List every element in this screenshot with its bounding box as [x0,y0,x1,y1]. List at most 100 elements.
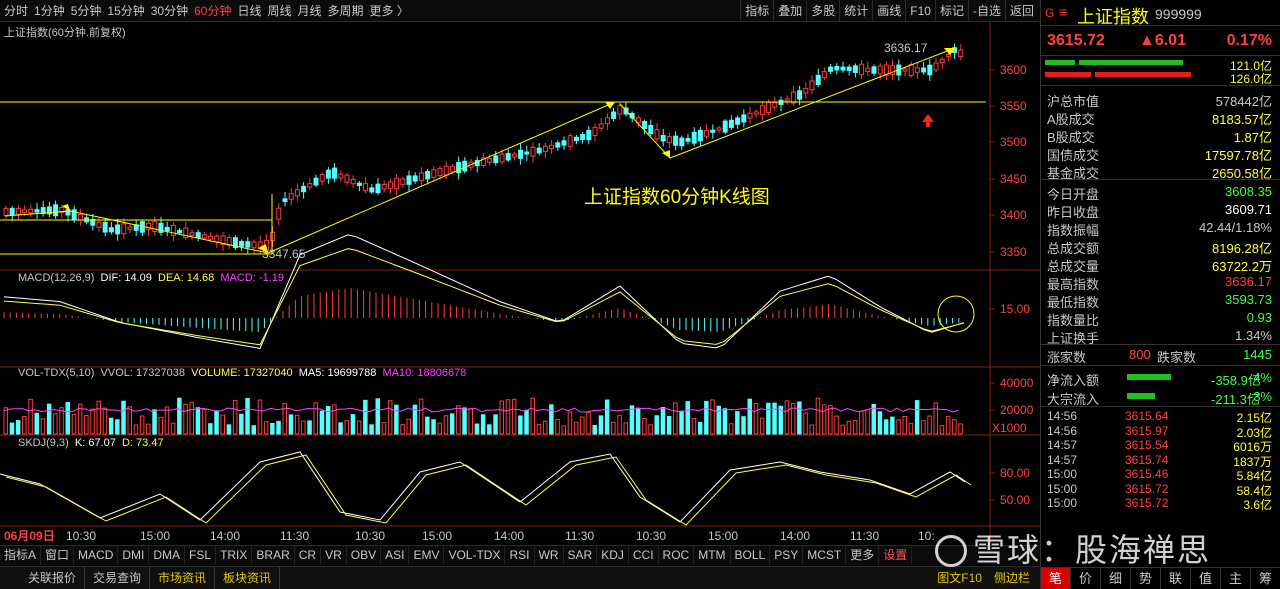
indicator-tab-21[interactable]: BOLL [731,546,771,565]
candle-body [40,207,46,215]
indicator-tab-23[interactable]: MCST [803,546,847,565]
indicator-tab-24[interactable]: 更多 [846,546,880,565]
volume-bar [803,412,808,435]
time-axis-label: 11:30 [280,529,309,543]
indicator-tab-9[interactable]: VR [321,546,347,565]
indicator-tab-11[interactable]: ASI [381,546,410,565]
candle-body [443,165,449,176]
period-tab-8[interactable]: 月线 [297,4,322,18]
indicator-tab-16[interactable]: SAR [564,546,598,565]
volume-bar [487,424,492,435]
flow-row: 大宗流入 -211.3亿 -3% [1047,389,1272,407]
period-tab-6[interactable]: 日线 [237,4,262,18]
candle-body [90,218,96,226]
quote-tab-6[interactable]: 主 [1221,568,1251,589]
time-axis-label: 15:00 [422,529,452,543]
indicator-tab-0[interactable]: 指标A [0,546,42,565]
volume-bar [728,423,734,435]
volume-bar [642,417,647,435]
volume-bar [691,418,697,435]
volume-bar [456,405,461,435]
kline-chart-area[interactable]: 3600 3550 3500 3450 3400 3350 15.00 40000 2000… [0,22,1040,545]
period-tab-5[interactable]: 60分钟 [194,4,232,18]
candle-body [871,66,877,74]
g-icon[interactable]: G [1045,6,1055,20]
indicator-tab-22[interactable]: PSY [770,546,804,565]
tool-button-5[interactable]: F10 [905,0,935,22]
indicator-tab-17[interactable]: KDJ [597,546,629,565]
candle-body [53,204,59,217]
quote-tab-5[interactable]: 值 [1191,568,1221,589]
indicator-tab-14[interactable]: RSI [505,546,535,565]
status-tab-0[interactable]: 关联报价 [20,567,86,589]
candle-body [115,224,121,235]
volume-bar [716,405,721,435]
period-tab-0[interactable]: 分时 [4,4,29,18]
quote-tab-7[interactable]: 筹 [1251,568,1280,589]
indicator-tab-3[interactable]: DMI [118,546,150,565]
indicator-tab-7[interactable]: BRAR [252,546,295,565]
skdj-axis-label: 50.00 [1000,493,1030,507]
indicator-tab-18[interactable]: CCI [629,546,659,565]
period-tab-9[interactable]: 多周期 [327,4,364,18]
bar1-value: 121.0亿 [1229,59,1272,73]
indicator-tab-10[interactable]: OBV [347,546,382,565]
trade-row: 14:56 3615.97 2.03亿 [1047,423,1272,440]
volume-bar [747,398,752,435]
tool-button-7[interactable]: -自选 [967,0,1005,22]
indicator-tab-6[interactable]: TRIX [216,546,253,565]
candle-body [859,63,865,76]
period-tab-7[interactable]: 周线 [267,4,292,18]
menu-icon[interactable]: ≡ [1059,4,1068,20]
status-tab-3[interactable]: 板块资讯 [215,567,281,589]
tool-button-0[interactable]: 指标 [740,0,773,22]
period-tab-3[interactable]: 15分钟 [107,4,145,18]
period-tab-4[interactable]: 30分钟 [150,4,189,18]
tool-button-4[interactable]: 画线 [872,0,905,22]
period-tab-10[interactable]: 更多 〉 [369,4,409,18]
volume-bar [865,409,870,435]
stat-row: 今日开盘 3608.35 [1047,184,1272,202]
status-tab-2[interactable]: 市场资讯 [150,567,216,589]
quote-tab-0[interactable]: 笔 [1041,568,1071,589]
indicator-tab-19[interactable]: ROC [659,546,695,565]
candle-body [177,229,183,234]
status-right-1[interactable]: 侧边栏 [993,571,1030,585]
indicator-tab-1[interactable]: 窗口 [41,546,75,565]
candle-body [487,158,493,163]
quote-tab-1[interactable]: 价 [1071,568,1101,589]
price-axis-label: 3600 [1000,63,1027,77]
status-tab-1[interactable]: 交易查询 [85,567,151,589]
volume-bar [722,408,728,435]
tool-button-2[interactable]: 多股 [806,0,839,22]
volume-bar [437,422,442,435]
tool-button-3[interactable]: 统计 [839,0,872,22]
indicator-tab-25[interactable]: 设置 [879,546,913,565]
period-tab-1[interactable]: 1分钟 [34,4,65,18]
status-right-0[interactable]: 图文F10 [937,571,982,585]
indicator-tab-12[interactable]: EMV [409,546,445,565]
candle-body [722,120,728,133]
indicator-tab-4[interactable]: DMA [149,546,186,565]
candle-body [648,124,654,135]
skdj-axis-label: 80.00 [1000,466,1030,480]
indicator-tab-13[interactable]: VOL-TDX [444,546,506,565]
quote-tab-2[interactable]: 细 [1101,568,1131,589]
volume-bar [871,404,876,435]
candle-body [635,117,641,124]
indicator-tab-8[interactable]: CR [295,546,322,565]
tool-button-6[interactable]: 标记 [934,0,968,22]
quote-tab-4[interactable]: 联 [1161,568,1191,589]
candle-body [77,214,83,221]
candle-body [28,208,34,214]
tool-button-1[interactable]: 叠加 [773,0,806,22]
quote-tab-3[interactable]: 势 [1131,568,1161,589]
indicator-tab-15[interactable]: WR [535,546,564,565]
candle-body [59,207,65,213]
period-tab-2[interactable]: 5分钟 [70,4,102,18]
indicator-tab-2[interactable]: MACD [74,546,119,565]
tool-button-8[interactable]: 返回 [1004,0,1038,22]
indicator-tab-20[interactable]: MTM [694,546,731,565]
candle-body [226,237,232,246]
indicator-tab-5[interactable]: FSL [185,546,217,565]
